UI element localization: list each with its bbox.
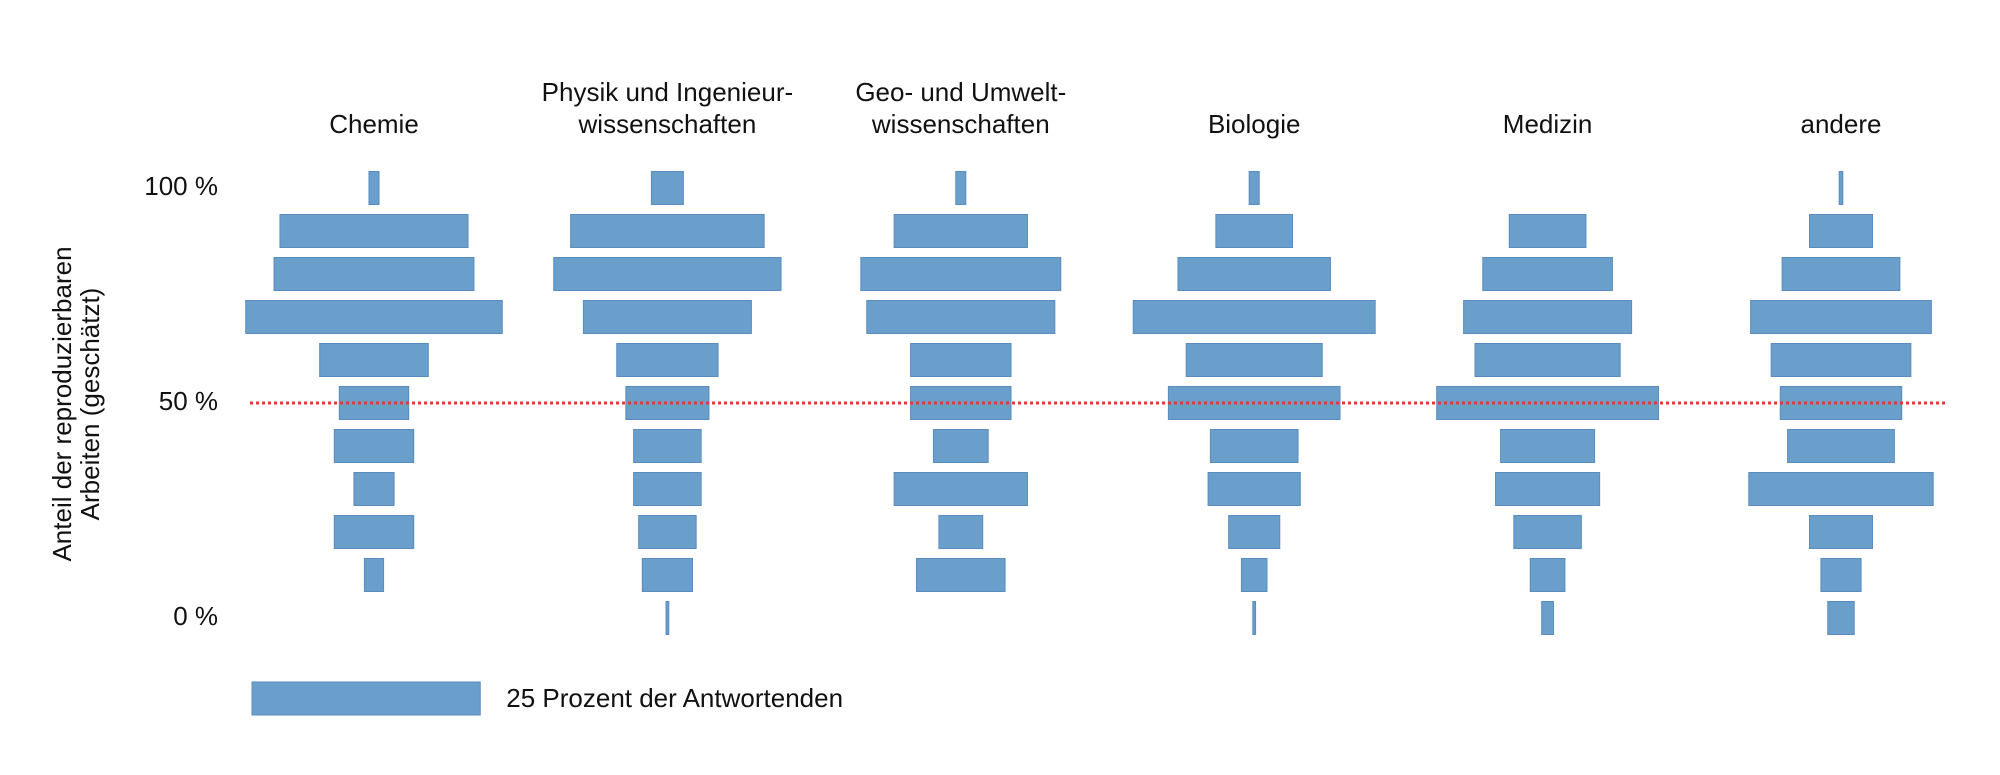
bar (1252, 601, 1257, 635)
bar (338, 386, 410, 420)
bar (1827, 601, 1855, 635)
bar (938, 515, 984, 549)
bar (1209, 429, 1299, 463)
bar (1838, 171, 1844, 205)
bar (638, 515, 697, 549)
bar (333, 515, 415, 549)
bar (570, 214, 765, 248)
panel-title: andere (1801, 109, 1882, 139)
bar (1541, 601, 1555, 635)
bar (665, 601, 670, 635)
panel-title: wissenschaften (578, 109, 757, 139)
bar (1132, 300, 1376, 334)
bar (616, 343, 719, 377)
bar (319, 343, 429, 377)
bar (1748, 472, 1934, 506)
bar (245, 300, 503, 334)
y-axis-label: Anteil der reproduzierbaren (47, 246, 77, 561)
panel-title: Geo- und Umwelt- (855, 77, 1066, 107)
y-axis-label: Arbeiten (geschätzt) (75, 288, 105, 521)
y-tick-label: 50 % (159, 386, 218, 416)
bar (1177, 257, 1331, 291)
bar (860, 257, 1062, 291)
bar (553, 257, 782, 291)
bar (955, 171, 967, 205)
bar (641, 558, 694, 592)
bar (1215, 214, 1294, 248)
bar (1474, 343, 1621, 377)
panel-title: wissenschaften (871, 109, 1050, 139)
bar (1463, 300, 1633, 334)
bar (333, 429, 415, 463)
bar (353, 472, 395, 506)
bar (1248, 171, 1260, 205)
bar (650, 171, 684, 205)
bar (1508, 214, 1587, 248)
bar (363, 558, 385, 592)
bar (1207, 472, 1301, 506)
bar (910, 343, 1012, 377)
bar (1820, 558, 1862, 592)
panel-title: Medizin (1503, 109, 1593, 139)
bar (1787, 429, 1895, 463)
scale-bar-label: 25 Prozent der Antwortenden (506, 683, 843, 713)
bar (1809, 515, 1873, 549)
bar (1809, 214, 1873, 248)
bar (1529, 558, 1566, 592)
panel-title: Chemie (329, 109, 419, 139)
bar (1781, 257, 1901, 291)
bar (866, 300, 1056, 334)
panel-title: Physik und Ingenieur- (542, 77, 793, 107)
bar (1240, 558, 1268, 592)
bar (633, 472, 702, 506)
bar (1482, 257, 1613, 291)
bar (893, 472, 1028, 506)
y-tick-label: 0 % (173, 601, 218, 631)
panel-title: Biologie (1208, 109, 1301, 139)
bar (582, 300, 752, 334)
bar (1770, 343, 1912, 377)
y-tick-label: 100 % (144, 171, 218, 201)
bar (932, 429, 989, 463)
bar (633, 429, 702, 463)
bar (916, 558, 1006, 592)
bar (1513, 515, 1582, 549)
bar (1495, 472, 1601, 506)
bar (368, 171, 380, 205)
bar (1750, 300, 1932, 334)
bar (1185, 343, 1323, 377)
bar (1228, 515, 1281, 549)
bar (273, 257, 475, 291)
scale-bar (251, 681, 481, 716)
bar (279, 214, 469, 248)
bar (1500, 429, 1596, 463)
bar (893, 214, 1028, 248)
